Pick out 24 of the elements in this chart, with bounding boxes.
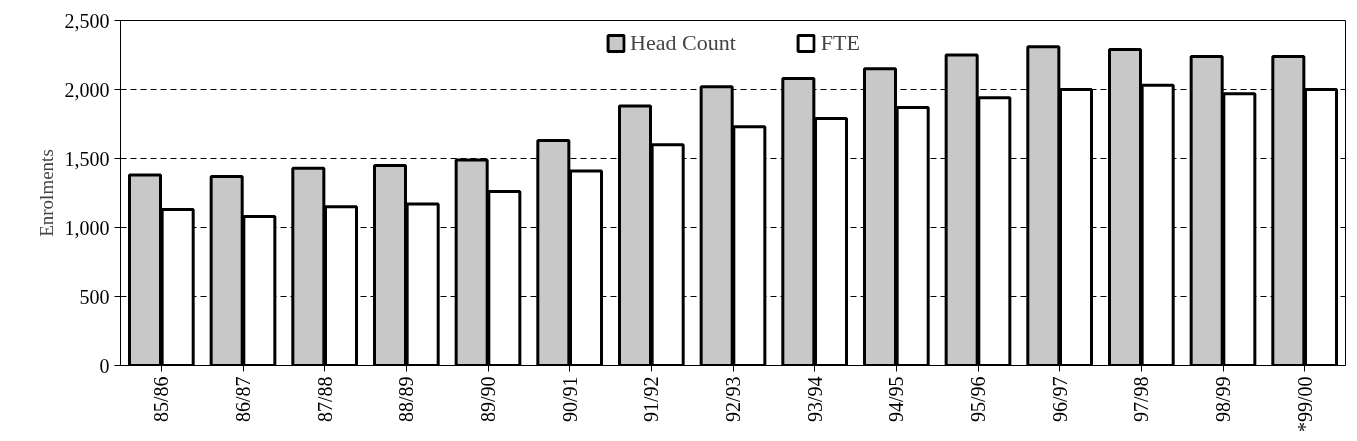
x-tick-label: 88/89 — [395, 376, 418, 423]
x-tick-label: 89/90 — [477, 376, 499, 423]
x-tick-label: 86/87 — [232, 376, 254, 423]
y-tick-label: 1,500 — [64, 147, 110, 170]
x-tick-label: 90/91 — [558, 376, 581, 423]
y-tick-label: 2,500 — [64, 9, 110, 32]
x-tick-label: 93/94 — [803, 376, 826, 423]
legend-label: Head Count — [630, 30, 736, 56]
legend-label: FTE — [820, 30, 860, 56]
x-tick-label: 91/92 — [640, 376, 663, 423]
y-tick-label: 1,000 — [64, 216, 110, 239]
y-tick-label: 2,000 — [64, 78, 110, 101]
x-tick-label: 92/93 — [722, 376, 744, 423]
x-tick-label: 98/99 — [1212, 376, 1234, 423]
y-tick-label: 500 — [79, 285, 110, 308]
x-tick-label: *99/00 — [1293, 376, 1316, 433]
x-tick-label: 96/97 — [1048, 376, 1071, 423]
y-axis-title: Enrolments — [35, 149, 57, 237]
x-tick-label: 95/96 — [967, 376, 989, 423]
x-tick-label: 85/86 — [150, 376, 173, 423]
x-tick-label: 94/95 — [885, 376, 908, 423]
x-tick-label: 87/88 — [313, 376, 336, 423]
x-tick-label: 97/98 — [1130, 376, 1153, 423]
y-tick-label: 0 — [99, 354, 110, 377]
